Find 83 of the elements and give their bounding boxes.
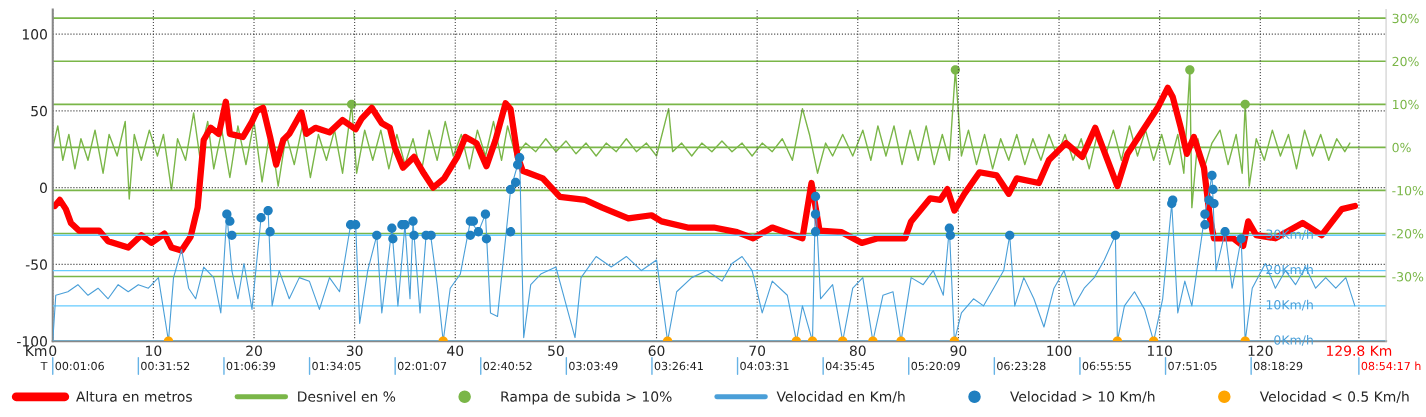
y3-tick-label: 30Km/h — [1266, 229, 1313, 240]
point — [263, 205, 273, 216]
point — [810, 227, 821, 237]
point — [409, 230, 419, 240]
x-tick-label: 60 — [648, 345, 665, 357]
x-tick-label: 100 — [1047, 345, 1072, 357]
text: T — [40, 361, 48, 371]
y-tick-label: 100 — [22, 29, 47, 40]
text: 06:23:28 — [997, 361, 1046, 371]
point — [408, 216, 418, 226]
point — [225, 216, 235, 226]
text: 02:01:07 — [397, 361, 447, 371]
y2-tick-label: 0% — [1392, 142, 1411, 153]
point — [510, 177, 521, 188]
point — [1220, 227, 1230, 237]
legend-label: Velocidad en Km/h — [776, 391, 905, 403]
point — [810, 191, 821, 202]
text: 00:31:52 — [141, 361, 190, 371]
point — [222, 209, 232, 219]
x-tick-label: 0 — [49, 345, 57, 357]
point — [945, 230, 956, 240]
text: 04:35:45 — [825, 361, 875, 371]
x-tick-label: 120 — [1248, 345, 1273, 357]
x-axis-title: Km — [26, 345, 47, 356]
legend-label: Rampa de subida > 10% — [501, 391, 672, 405]
x-tick-label: 10 — [146, 345, 162, 357]
text: 08:54:17 h — [1361, 361, 1421, 371]
point — [1200, 220, 1210, 230]
x-tick-label: 20 — [246, 345, 262, 357]
point — [1110, 230, 1121, 240]
point — [480, 209, 491, 219]
point — [1209, 198, 1219, 209]
y-tick-label: -100 — [17, 336, 47, 347]
point — [473, 227, 484, 237]
text: 07:51:05 — [1168, 361, 1217, 371]
x-tick-label: 40 — [447, 345, 464, 357]
x-tick-label: 90 — [950, 345, 967, 357]
x-tick-label: 80 — [849, 345, 866, 357]
legend-label: Velocidad < 0.5 Km/h — [1259, 391, 1409, 403]
text: 05:20:09 — [911, 361, 960, 371]
text: 03:03:49 — [569, 361, 618, 371]
point — [810, 209, 821, 219]
y-tick-label: -50 — [25, 259, 47, 270]
y2-tick-label: -30% — [1392, 272, 1424, 282]
point — [372, 230, 382, 240]
legend-label: Desnivel en % — [298, 391, 396, 402]
point — [256, 213, 266, 223]
text: 00:01:06 — [55, 361, 104, 371]
y2-tick-label: 10% — [1393, 99, 1419, 110]
text: 03:26:41 — [654, 361, 703, 371]
point — [505, 227, 516, 237]
point — [1236, 234, 1246, 244]
point — [481, 234, 492, 244]
x-tick-label: 110 — [1147, 345, 1172, 357]
point — [465, 230, 476, 240]
legend-label: Velocidad > 10 Km/h — [1010, 391, 1155, 403]
x-tick-label: 70 — [749, 345, 766, 357]
point — [227, 230, 237, 240]
point — [1005, 230, 1015, 240]
y2-tick-label: 30% — [1392, 13, 1419, 24]
y2-tick-label: -20% — [1392, 228, 1424, 239]
point — [505, 184, 516, 195]
text: 02:40:52 — [483, 361, 532, 371]
y-tick-label: 0 — [39, 182, 47, 194]
y-tick-label: 50 — [31, 105, 47, 117]
text: 06:55:55 — [1082, 361, 1131, 371]
legend-label: Altura en metros — [76, 391, 192, 402]
y2-tick-label: 20% — [1392, 56, 1419, 67]
text: 01:34:05 — [312, 361, 361, 371]
point — [265, 227, 275, 237]
point — [388, 234, 398, 244]
x-tick-label: 30 — [346, 345, 363, 357]
point — [1208, 184, 1218, 195]
point — [387, 223, 397, 233]
point — [1200, 209, 1210, 219]
text: 04:03:31 — [740, 361, 789, 371]
x-tick-label: 50 — [548, 345, 564, 357]
point — [515, 153, 525, 163]
point — [1207, 170, 1217, 181]
y2-tick-label: -10% — [1392, 185, 1424, 196]
text: 01:06:39 — [226, 361, 276, 371]
x-tick-label: 129.8 Km — [1327, 345, 1392, 357]
text: 08:18:29 — [1253, 361, 1303, 371]
